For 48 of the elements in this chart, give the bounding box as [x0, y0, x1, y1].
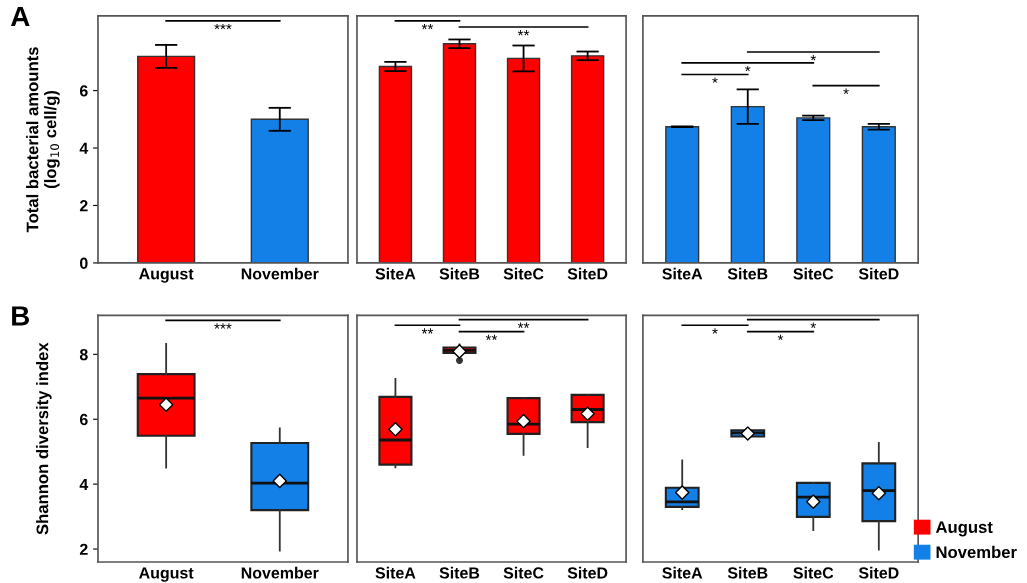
y-tick-label: 2	[79, 200, 88, 212]
annotation: *	[843, 88, 849, 94]
annotation: *	[712, 77, 718, 83]
legend-label: August	[935, 521, 993, 537]
legend-label: November	[936, 545, 1017, 559]
y-tick-label: 6	[79, 85, 88, 97]
text: A	[10, 6, 30, 27]
y-tick-label: 4	[79, 142, 89, 154]
x-tick-label: August	[139, 567, 194, 582]
y-axis-title: Shannon diversity index	[36, 342, 52, 535]
y-tick-label: 0	[80, 257, 88, 269]
annotation: *	[745, 65, 751, 72]
x-tick-label: November	[241, 267, 319, 280]
x-tick-label: SiteB	[439, 267, 480, 280]
annotation: **	[517, 30, 530, 36]
annotation: ***	[214, 23, 232, 30]
annotation: ***	[214, 323, 232, 329]
y-tick-label: 8	[79, 348, 88, 361]
x-tick-label: SiteD	[567, 566, 608, 579]
x-tick-label: SiteC	[793, 566, 834, 579]
x-tick-label: SiteD	[858, 267, 899, 280]
y-tick-label: 4	[79, 478, 89, 490]
x-tick-label: SiteB	[727, 267, 768, 280]
annotation: **	[421, 328, 434, 334]
x-tick-label: SiteA	[662, 566, 703, 579]
x-tick-label: SiteA	[662, 267, 703, 280]
annotation: **	[485, 334, 498, 341]
y-tick-label: 6	[79, 413, 88, 426]
x-tick-label: SiteB	[439, 566, 480, 579]
x-tick-label: SiteB	[727, 566, 768, 579]
x-tick-label: SiteD	[567, 267, 608, 280]
x-tick-label: SiteC	[503, 566, 544, 579]
annotation: **	[517, 322, 530, 328]
x-tick-label: SiteA	[375, 566, 416, 579]
x-tick-label: August	[139, 268, 194, 283]
x-tick-label: November	[241, 566, 319, 579]
x-tick-label: SiteA	[375, 267, 416, 280]
y-axis-title: Total bacterial amounts (log$_{10}$ cell/g)	[26, 47, 60, 233]
annotation: **	[421, 23, 434, 30]
x-tick-label: SiteD	[858, 566, 899, 579]
x-tick-label: SiteC	[793, 267, 834, 280]
annotation: *	[777, 334, 784, 341]
x-tick-label: SiteC	[503, 267, 544, 280]
annotation: *	[712, 328, 718, 334]
annotation: *	[810, 322, 817, 328]
annotation: *	[810, 55, 817, 61]
text: B	[12, 306, 30, 326]
y-tick-label: 2	[79, 543, 88, 555]
